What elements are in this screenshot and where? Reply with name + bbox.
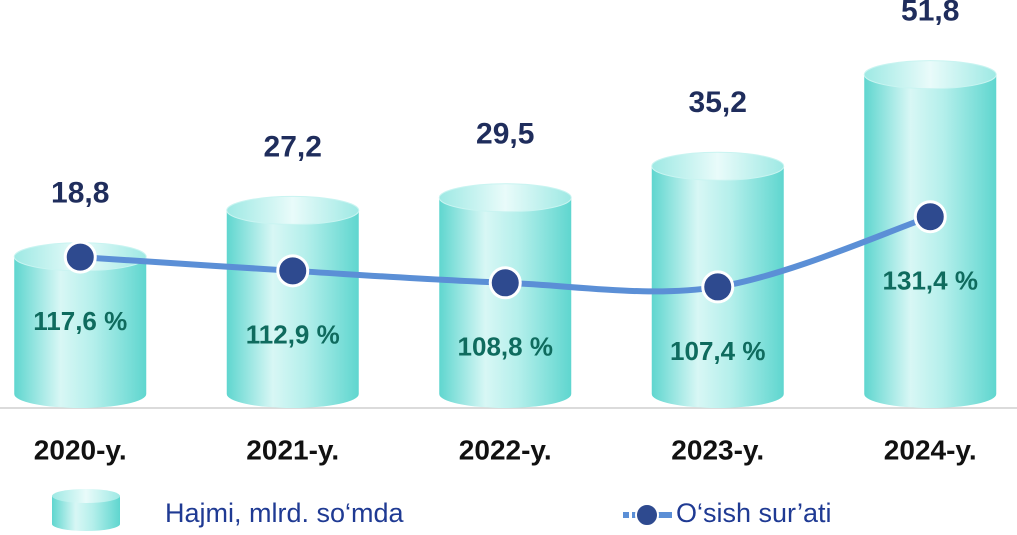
line-value-label: 131,4 % — [883, 266, 978, 296]
cylinder-top — [863, 60, 997, 90]
x-tick-label: 2021-y. — [246, 434, 339, 465]
line-value-label: 112,9 % — [246, 320, 340, 350]
x-tick-label: 2023-y. — [671, 434, 764, 465]
cylinder-bar — [864, 74, 997, 409]
x-tick-label: 2020-y. — [34, 434, 127, 465]
line-value-label: 107,4 % — [670, 336, 765, 366]
cylinder-bar — [14, 256, 147, 409]
x-tick-label: 2024-y. — [884, 434, 977, 465]
line-marker — [63, 240, 97, 274]
cylinder-top — [226, 195, 360, 225]
legend: Hajmi, mlrd. so‘mda O‘sish sur’ati — [52, 489, 832, 531]
line-marker — [276, 254, 310, 288]
legend-label: Hajmi, mlrd. so‘mda — [165, 498, 405, 528]
line-marker — [701, 270, 735, 304]
x-tick-label: 2022-y. — [459, 434, 552, 465]
cylinder-bar — [226, 210, 359, 408]
legend-marker — [635, 503, 659, 527]
bar-value-label: 27,2 — [264, 130, 322, 163]
line-value-label: 108,8 % — [458, 332, 553, 362]
cylinder-bar — [439, 197, 572, 409]
line-marker — [488, 266, 522, 300]
legend-label: O‘sish sur’ati — [676, 498, 832, 528]
bar-value-label: 29,5 — [476, 118, 534, 151]
line-marker — [913, 200, 947, 234]
cylinder-top — [438, 183, 572, 213]
cylinder-top — [651, 151, 785, 181]
legend-cylinder-top — [52, 489, 120, 503]
bar-value-label: 51,8 — [901, 0, 959, 28]
bar-value-label: 35,2 — [689, 86, 747, 119]
line-value-label: 117,6 % — [33, 306, 127, 336]
bar-value-label: 18,8 — [51, 177, 109, 210]
legend-cylinder — [52, 496, 120, 531]
